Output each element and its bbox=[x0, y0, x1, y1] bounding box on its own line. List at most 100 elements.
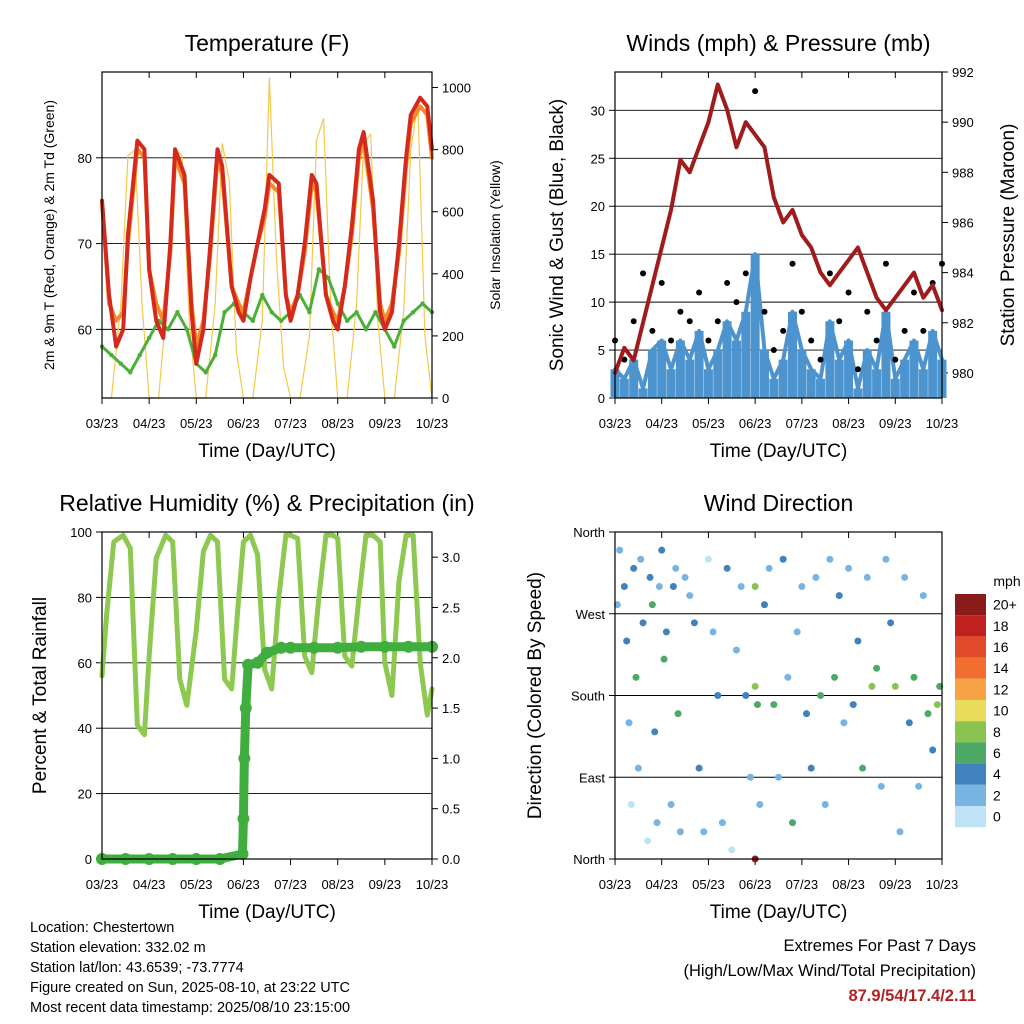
y-tick-label-3: South bbox=[571, 689, 605, 704]
gust-point bbox=[714, 318, 721, 325]
direction-point bbox=[756, 801, 764, 808]
direction-point bbox=[770, 701, 778, 709]
y2-tick-label-1: 992 bbox=[952, 65, 974, 80]
dewpoint-point bbox=[410, 310, 416, 315]
station-elevation: Station elevation: 332.02 m bbox=[30, 940, 206, 956]
dewpoint-point bbox=[118, 361, 124, 366]
y-tick-label-3: North bbox=[573, 852, 605, 867]
direction-point bbox=[840, 719, 848, 727]
x-tick-label-0: 03/23 bbox=[86, 416, 119, 431]
legend-swatch bbox=[955, 763, 986, 785]
y2-tick-label-0: 1000 bbox=[442, 81, 471, 96]
gust-point bbox=[826, 270, 833, 277]
dewpoint-point bbox=[146, 335, 152, 341]
direction-point bbox=[873, 664, 881, 672]
x-tick-label-0: 09/23 bbox=[369, 416, 402, 431]
direction-point bbox=[812, 573, 820, 581]
dewpoint-point bbox=[250, 318, 256, 323]
direction-point bbox=[623, 637, 631, 645]
y2-tick-label-1: 982 bbox=[952, 316, 974, 331]
y-tick-label-2: 60 bbox=[78, 656, 92, 671]
precip-point bbox=[237, 812, 250, 825]
legend-label: 18 bbox=[993, 618, 1009, 634]
direction-point bbox=[718, 819, 726, 827]
gust-point bbox=[686, 318, 693, 325]
direction-point bbox=[634, 764, 642, 772]
legend-swatch bbox=[955, 657, 986, 679]
legend-label: 12 bbox=[993, 681, 1009, 697]
precip-point bbox=[238, 752, 251, 765]
x-tick-label-3: 08/23 bbox=[832, 877, 865, 892]
x-tick-label-1: 03/23 bbox=[599, 416, 632, 431]
legend-label: 4 bbox=[993, 766, 1001, 782]
x-tick-label-2: 07/23 bbox=[274, 877, 307, 892]
gust-point bbox=[789, 260, 796, 267]
y-tick-label-1: 0 bbox=[598, 391, 605, 406]
chart-title-0: Temperature (F) bbox=[185, 30, 350, 56]
gust-point bbox=[696, 289, 703, 296]
legend-label: 8 bbox=[993, 724, 1001, 740]
legend-swatch bbox=[955, 806, 986, 828]
precip-point bbox=[261, 646, 273, 659]
precip-point bbox=[239, 702, 252, 715]
direction-point bbox=[933, 701, 941, 709]
dewpoint-point bbox=[128, 370, 133, 375]
gust-point bbox=[752, 88, 759, 95]
y2-tick-label-2: 3.0 bbox=[442, 550, 460, 565]
station-latlon: Station lat/lon: 43.6539; -73.7774 bbox=[30, 960, 244, 976]
y2-tick-label-0: 800 bbox=[442, 143, 464, 158]
y-tick-label-1: 15 bbox=[591, 247, 605, 262]
direction-point bbox=[651, 728, 659, 736]
precip-point bbox=[378, 640, 391, 653]
gust-point bbox=[817, 356, 824, 363]
legend-swatch bbox=[955, 721, 986, 743]
y2-tick-label-1: 988 bbox=[952, 165, 974, 180]
direction-point bbox=[639, 619, 647, 627]
dewpoint-point bbox=[326, 275, 331, 281]
y2-tick-label-0: 0 bbox=[442, 391, 449, 406]
direction-point bbox=[676, 828, 684, 836]
station-location: Location: Chestertown bbox=[30, 920, 175, 936]
direction-point bbox=[887, 619, 895, 627]
y2-tick-label-1: 980 bbox=[952, 366, 974, 381]
gust-point bbox=[724, 279, 731, 286]
dewpoint-point bbox=[175, 310, 180, 315]
x-tick-label-2: 04/23 bbox=[133, 877, 166, 892]
x-tick-label-2: 10/23 bbox=[416, 877, 449, 892]
precip-point bbox=[284, 641, 297, 654]
x-tick-label-1: 05/23 bbox=[692, 416, 725, 431]
x-tick-label-2: 03/23 bbox=[86, 877, 119, 892]
dewpoint-point bbox=[165, 327, 171, 332]
direction-point bbox=[877, 782, 885, 790]
y2-tick-label-1: 986 bbox=[952, 215, 974, 230]
x-axis-label-1: Time (Day/UTC) bbox=[710, 441, 848, 462]
direction-point bbox=[690, 619, 698, 627]
x-tick-label-0: 06/23 bbox=[227, 416, 260, 431]
legend-label: 0 bbox=[993, 809, 1001, 825]
direction-point bbox=[662, 628, 670, 636]
direction-point bbox=[915, 782, 923, 790]
direction-point bbox=[630, 564, 638, 572]
chart-title-3: Wind Direction bbox=[704, 490, 854, 516]
y2-tick-label-2: 2.5 bbox=[442, 600, 460, 615]
y-tick-label-3: West bbox=[576, 607, 606, 622]
dewpoint-point bbox=[316, 267, 322, 272]
direction-point bbox=[859, 764, 867, 772]
direction-point bbox=[632, 673, 640, 681]
direction-point bbox=[737, 583, 745, 590]
series-pressure-line bbox=[613, 82, 944, 375]
x-axis-label-3: Time (Day/UTC) bbox=[710, 902, 848, 923]
direction-point bbox=[751, 583, 759, 590]
x-tick-label-1: 09/23 bbox=[879, 416, 912, 431]
gust-point bbox=[808, 337, 815, 344]
gust-point bbox=[705, 337, 712, 344]
dewpoint-point bbox=[307, 310, 312, 315]
y-tick-label-3: East bbox=[579, 770, 605, 785]
x-tick-label-3: 06/23 bbox=[739, 877, 772, 892]
y-axis-label-0: 2m & 9m T (Red, Orange) & 2m Td (Green) bbox=[41, 100, 57, 370]
y-tick-label-2: 0 bbox=[85, 852, 92, 867]
direction-point bbox=[817, 692, 825, 699]
y-axis-label-1: Sonic Wind & Gust (Blue, Black) bbox=[547, 99, 568, 371]
direction-point bbox=[896, 828, 904, 836]
gust-point bbox=[742, 270, 749, 277]
